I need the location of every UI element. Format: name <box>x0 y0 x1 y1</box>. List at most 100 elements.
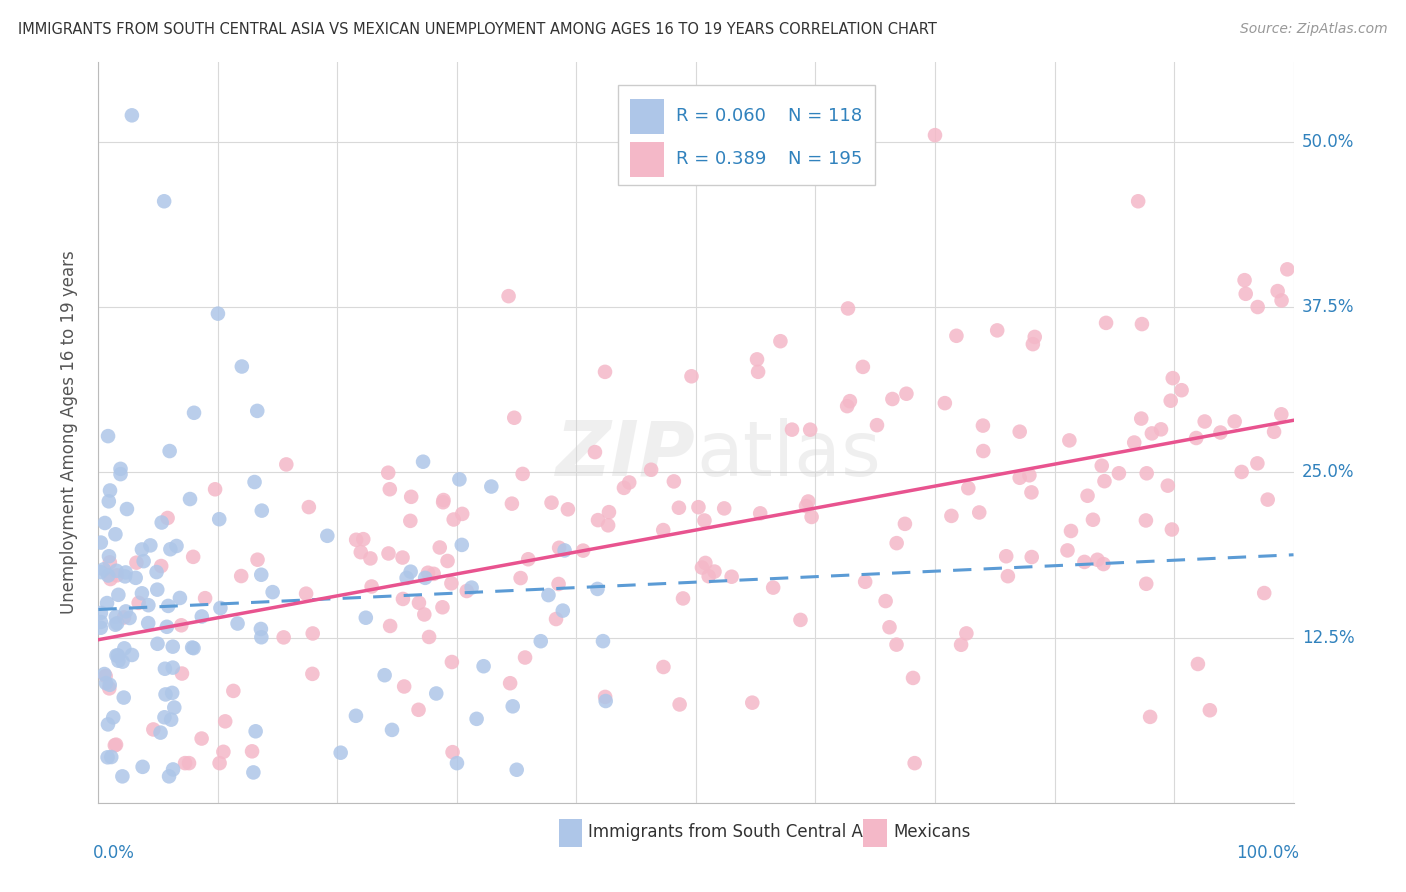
Point <box>1267 284 1289 298</box>
Point <box>1135 576 1157 591</box>
Point <box>177 756 200 771</box>
Point <box>1024 330 1046 344</box>
Point <box>425 686 447 700</box>
Point <box>1263 425 1285 439</box>
Point <box>1018 468 1040 483</box>
Point <box>1185 431 1208 445</box>
Point <box>780 423 803 437</box>
Point <box>352 532 374 546</box>
Point <box>100 750 122 764</box>
Point <box>112 690 135 705</box>
Point <box>90 606 112 620</box>
Point <box>111 655 134 669</box>
Point <box>350 545 373 559</box>
Point <box>418 630 440 644</box>
Point <box>298 500 321 514</box>
Point <box>479 479 502 493</box>
Point <box>503 410 526 425</box>
Point <box>276 458 298 472</box>
Point <box>159 542 181 557</box>
Point <box>1253 586 1275 600</box>
Point <box>150 559 173 574</box>
Text: 50.0%: 50.0% <box>1302 133 1354 151</box>
Point <box>114 566 136 580</box>
Point <box>441 745 464 759</box>
Point <box>1056 543 1078 558</box>
Point <box>104 617 127 632</box>
Point <box>301 626 323 640</box>
Y-axis label: Unemployment Among Ages 16 to 19 years: Unemployment Among Ages 16 to 19 years <box>59 251 77 615</box>
Point <box>502 699 524 714</box>
Point <box>112 641 135 656</box>
Point <box>97 429 120 443</box>
Point <box>145 565 167 579</box>
Point <box>395 571 418 585</box>
Point <box>1022 337 1045 351</box>
Point <box>997 569 1019 583</box>
Point <box>837 399 859 413</box>
Point <box>583 445 606 459</box>
Point <box>955 626 977 640</box>
Point <box>156 511 179 525</box>
Point <box>125 556 148 570</box>
Point <box>399 490 422 504</box>
Point <box>150 516 173 530</box>
Point <box>181 640 204 655</box>
Point <box>1094 474 1116 488</box>
Point <box>250 503 273 517</box>
Point <box>416 566 439 580</box>
Point <box>204 483 226 497</box>
Point <box>105 568 128 582</box>
Point <box>104 609 127 624</box>
Point <box>166 539 188 553</box>
Point <box>745 352 768 367</box>
Point <box>866 418 889 433</box>
Point <box>273 631 295 645</box>
Point <box>1160 393 1182 408</box>
Text: Source: ZipAtlas.com: Source: ZipAtlas.com <box>1240 22 1388 37</box>
Point <box>506 763 529 777</box>
Point <box>1277 262 1299 277</box>
Point <box>246 552 269 566</box>
Point <box>619 475 641 490</box>
Point <box>344 533 367 547</box>
Point <box>449 472 471 486</box>
Point <box>544 612 567 626</box>
Point <box>1257 492 1279 507</box>
Text: Mexicans: Mexicans <box>893 823 970 841</box>
Point <box>1161 371 1184 385</box>
Point <box>652 660 675 674</box>
Point <box>598 505 620 519</box>
Point <box>136 616 159 631</box>
Point <box>222 684 245 698</box>
Point <box>904 756 927 771</box>
Point <box>548 541 571 555</box>
Point <box>443 512 465 526</box>
Point <box>879 620 901 634</box>
Point <box>181 549 204 564</box>
Point <box>509 571 531 585</box>
Point <box>1209 425 1232 440</box>
Text: N = 195: N = 195 <box>787 151 862 169</box>
Point <box>408 596 430 610</box>
Point <box>240 744 263 758</box>
Point <box>128 596 150 610</box>
Point <box>250 567 273 582</box>
Point <box>131 760 153 774</box>
Point <box>391 550 413 565</box>
Point <box>456 584 478 599</box>
Point <box>110 467 132 482</box>
Point <box>138 598 160 612</box>
Point <box>98 678 121 692</box>
Point <box>499 676 522 690</box>
Point <box>142 723 165 737</box>
Point <box>794 499 817 513</box>
Point <box>747 365 769 379</box>
Point <box>115 502 138 516</box>
Point <box>162 660 184 674</box>
Point <box>413 571 436 585</box>
Point <box>799 423 821 437</box>
Point <box>105 648 128 663</box>
Point <box>97 750 120 764</box>
Point <box>156 620 179 634</box>
